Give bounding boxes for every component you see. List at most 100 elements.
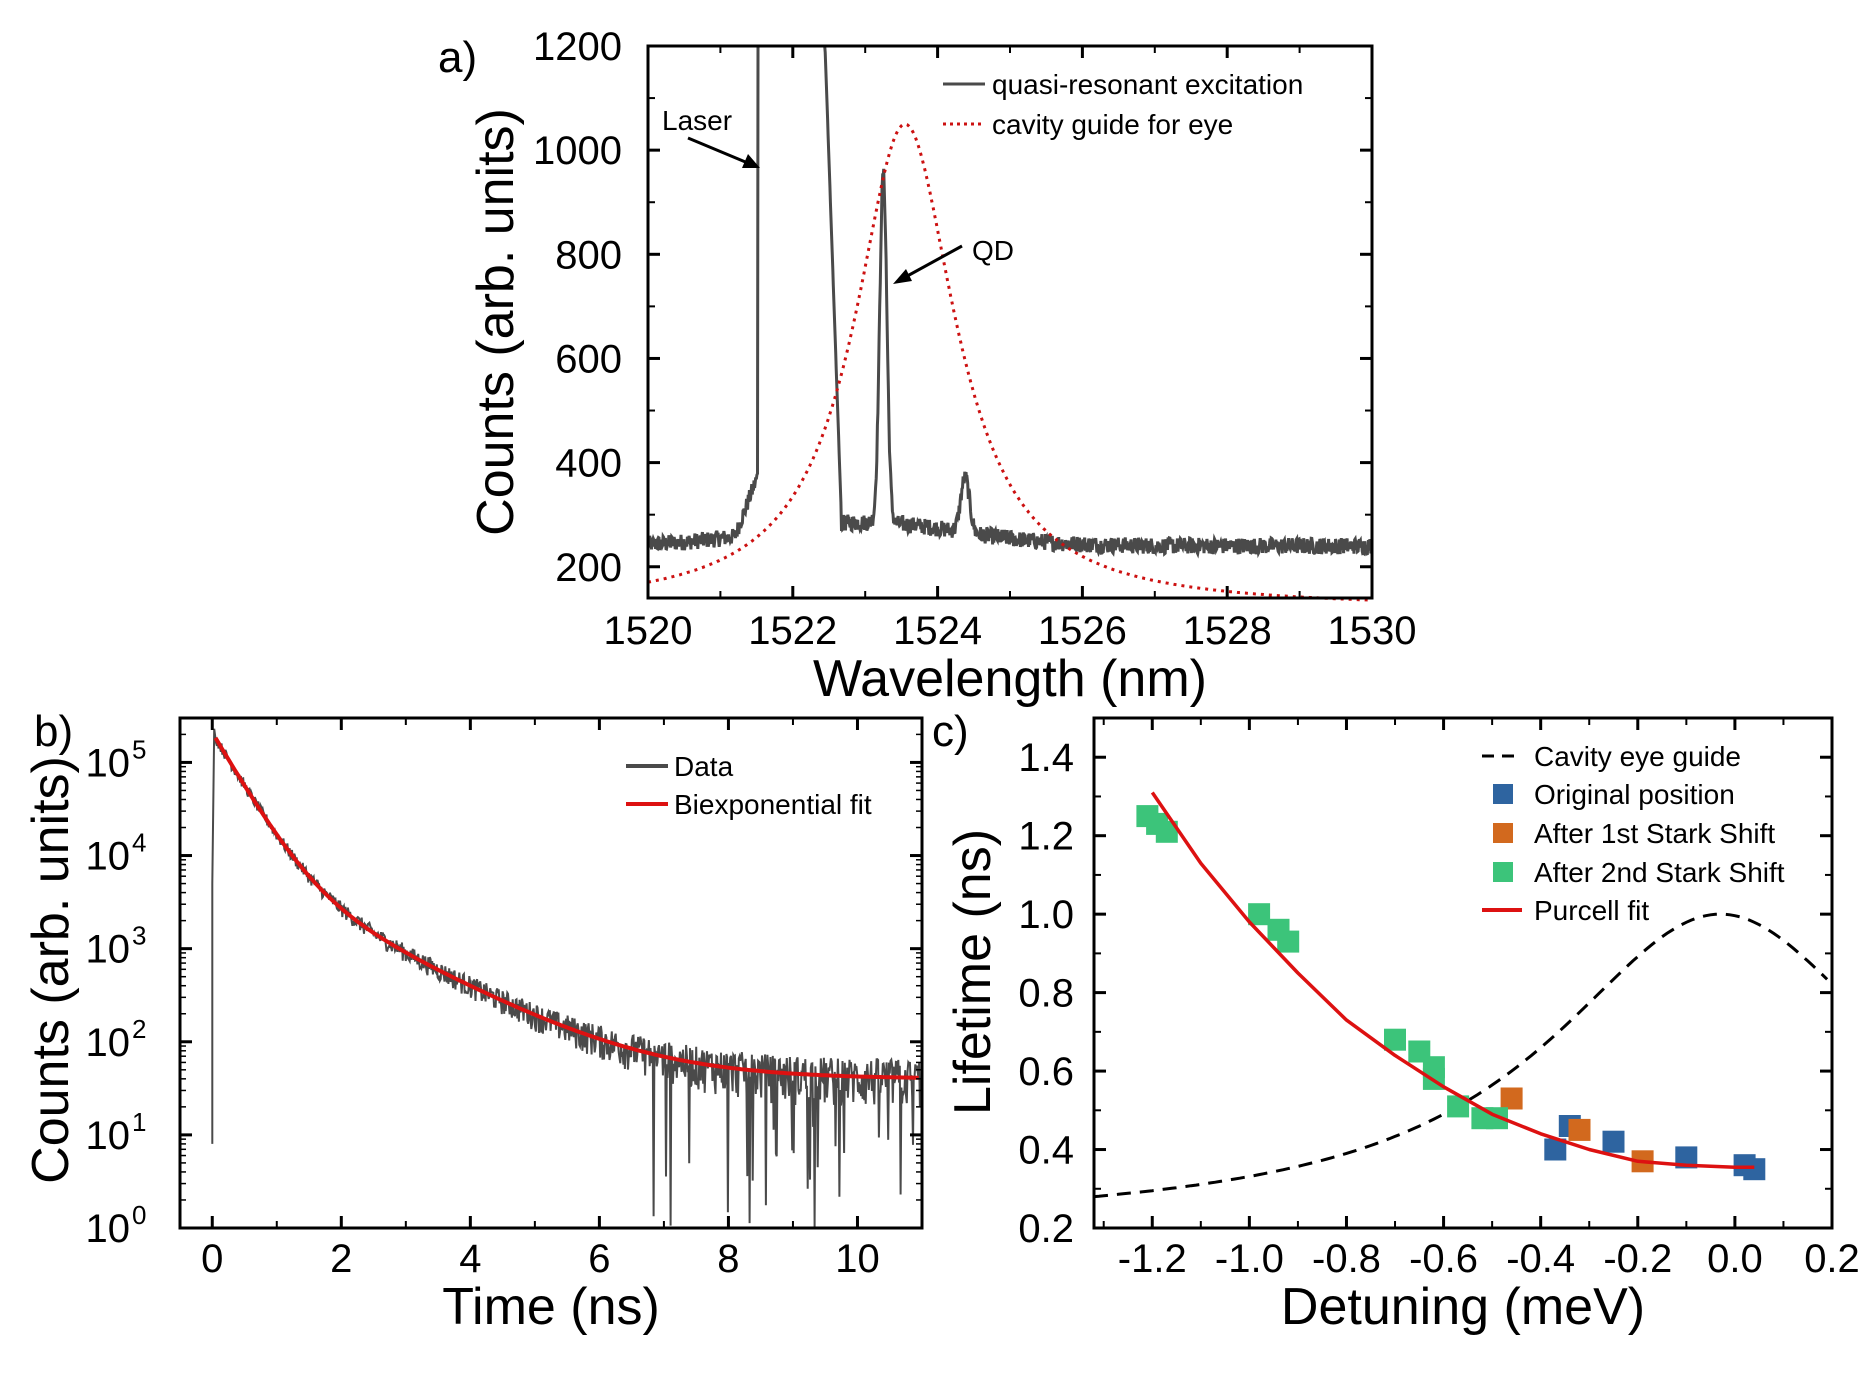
panel-c-plot-area <box>1093 791 1829 1199</box>
panel-c-x-tick-label: 0.0 <box>1707 1237 1763 1281</box>
panel-a-y-axis-title: Counts (arb. units) <box>467 108 525 536</box>
panel-a-x-ticks: 1520 1522 1524 1526 1528 1530 <box>604 46 1417 653</box>
panel-c-y-tick-label: 1.0 <box>1018 893 1074 937</box>
panel-a-label: a) <box>438 33 477 82</box>
panel-a: a) 1520 1522 1524 1526 1528 1530 200 400 600 800… <box>438 25 1416 708</box>
scatter-point-after-1st-stark-shift <box>1568 1118 1591 1141</box>
legend-label-original-position: Original position <box>1534 779 1735 810</box>
panel-b-x-tick-label: 10 <box>835 1237 880 1281</box>
panel-b-y-axis-title: Counts (arb. units) <box>22 756 80 1184</box>
panel-b-y-tick-exponent: 0 <box>132 1200 146 1230</box>
panel-b-label: b) <box>34 707 73 756</box>
legend-label-biexp-fit: Biexponential fit <box>674 789 872 820</box>
panel-a-x-tick-label: 1530 <box>1328 609 1417 653</box>
panel-c-y-tick-label: 0.8 <box>1018 972 1074 1016</box>
panel-b-y-tick-exponent: 4 <box>132 828 146 858</box>
panel-c-x-tick-label: -1.2 <box>1118 1237 1187 1281</box>
panel-c-y-tick-label: 1.4 <box>1018 736 1074 780</box>
panel-a-y-tick-label: 1200 <box>533 25 622 69</box>
panel-c-label: c) <box>932 707 969 756</box>
panel-c-y-axis-title: Lifetime (ns) <box>944 829 1002 1115</box>
panel-b-y-tick-label: 10 <box>86 1207 131 1251</box>
scatter-point-after-2nd-stark-shift <box>1277 930 1300 953</box>
panel-c-y-tick-label: 0.6 <box>1018 1050 1074 1094</box>
panel-c-y-tick-label: 0.2 <box>1018 1207 1074 1251</box>
panel-c-frame <box>1092 716 1834 1230</box>
panel-c-x-tick-label: -1.0 <box>1215 1237 1284 1281</box>
qd-arrowhead <box>893 269 912 284</box>
legend-label-cavity-eye-guide: Cavity eye guide <box>1534 741 1741 772</box>
laser-arrowhead <box>742 154 760 168</box>
panel-c-x-axis-title: Detuning (meV) <box>1281 1278 1645 1336</box>
panel-b-y-tick-label: 10 <box>86 741 131 785</box>
panel-b-x-tick-label: 6 <box>588 1237 610 1281</box>
scatter-point-original-position <box>1743 1158 1766 1181</box>
legend-swatch-second-stark-shift <box>1493 862 1513 882</box>
legend-label-first-stark-shift: After 1st Stark Shift <box>1534 818 1775 849</box>
legend-label-second-stark-shift: After 2nd Stark Shift <box>1534 857 1785 888</box>
scatter-point-after-2nd-stark-shift <box>1384 1028 1406 1051</box>
scatter-point-after-2nd-stark-shift <box>1155 820 1178 843</box>
panel-c-x-tick-label: -0.4 <box>1506 1237 1575 1281</box>
scatter-point-after-1st-stark-shift <box>1500 1087 1523 1110</box>
panel-b-y-tick-exponent: 3 <box>132 921 146 951</box>
scatter-point-original-position <box>1675 1146 1698 1169</box>
panel-c-y-tick-label: 0.4 <box>1018 1129 1074 1173</box>
panel-a-x-tick-label: 1528 <box>1183 609 1272 653</box>
legend-label-cavity-guide: cavity guide for eye <box>992 109 1233 140</box>
panel-a-y-tick-label: 200 <box>555 546 622 590</box>
panel-a-y-tick-label: 600 <box>555 337 622 381</box>
panel-b-x-tick-label: 0 <box>201 1237 223 1281</box>
qd-arrow <box>899 244 963 282</box>
panel-b-y-tick-exponent: 5 <box>132 734 146 764</box>
scatter-point-after-2nd-stark-shift <box>1248 903 1271 926</box>
panel-b-legend: Data Biexponential fit <box>626 751 872 820</box>
legend-label-quasi-resonant: quasi-resonant excitation <box>992 69 1303 100</box>
panel-c-x-tick-label: 0.2 <box>1804 1237 1860 1281</box>
panel-c-legend: Cavity eye guide Original position After… <box>1482 741 1785 926</box>
qd-annotation: QD <box>972 235 1014 266</box>
panel-a-y-tick-label: 400 <box>555 442 622 486</box>
panel-a-x-tick-label: 1522 <box>748 609 837 653</box>
panel-b-x-tick-label: 4 <box>459 1237 481 1281</box>
panel-c-y-tick-label: 1.2 <box>1018 815 1074 859</box>
panel-b-frame <box>178 716 924 1230</box>
panel-b-y-tick-exponent: 1 <box>132 1107 146 1137</box>
panel-b-x-tick-label: 2 <box>330 1237 352 1281</box>
decay-data-line <box>211 728 923 1227</box>
panel-b-x-axis-title: Time (ns) <box>442 1278 660 1336</box>
panel-b-y-tick-label: 10 <box>86 1021 131 1065</box>
purcell-fit-line <box>1150 791 1755 1169</box>
scatter-point-original-position <box>1602 1130 1625 1153</box>
scatter-point-original-position <box>1544 1138 1567 1161</box>
panel-b-y-tick-label: 10 <box>86 1114 131 1158</box>
panel-c-x-tick-label: -0.6 <box>1409 1237 1478 1281</box>
panel-a-x-axis-title: Wavelength (nm) <box>813 650 1207 708</box>
panel-a-y-tick-label: 800 <box>555 233 622 277</box>
panel-b-x-tick-label: 8 <box>717 1237 739 1281</box>
panel-a-x-tick-label: 1526 <box>1038 609 1127 653</box>
panel-a-x-tick-label: 1520 <box>604 609 693 653</box>
panel-c-x-tick-label: -0.8 <box>1312 1237 1381 1281</box>
laser-annotation: Laser <box>662 105 732 136</box>
panel-a-x-tick-label: 1524 <box>893 609 982 653</box>
panel-b-y-tick-label: 10 <box>86 928 131 972</box>
legend-label-data: Data <box>674 751 734 782</box>
laser-arrow <box>687 136 756 168</box>
panel-c-x-ticks: -1.2 -1.0 -0.8 -0.6 -0.4 -0.2 0.0 0.2 <box>1102 718 1860 1281</box>
panel-a-y-tick-label: 1000 <box>533 129 622 173</box>
panel-b-plot-area <box>211 728 923 1227</box>
legend-label-purcell-fit: Purcell fit <box>1534 895 1649 926</box>
panel-c-x-tick-label: -0.2 <box>1603 1237 1672 1281</box>
cavity-guide-line <box>647 122 1372 602</box>
legend-swatch-first-stark-shift <box>1493 823 1513 843</box>
scatter-point-after-2nd-stark-shift <box>1447 1095 1470 1118</box>
legend-swatch-original-position <box>1493 784 1513 804</box>
panel-b-y-tick-label: 10 <box>86 835 131 879</box>
panel-b-x-ticks: 0 2 4 6 8 10 <box>201 718 880 1281</box>
panel-b-y-tick-exponent: 2 <box>132 1014 146 1044</box>
cavity-eye-guide-line <box>1093 912 1829 1199</box>
